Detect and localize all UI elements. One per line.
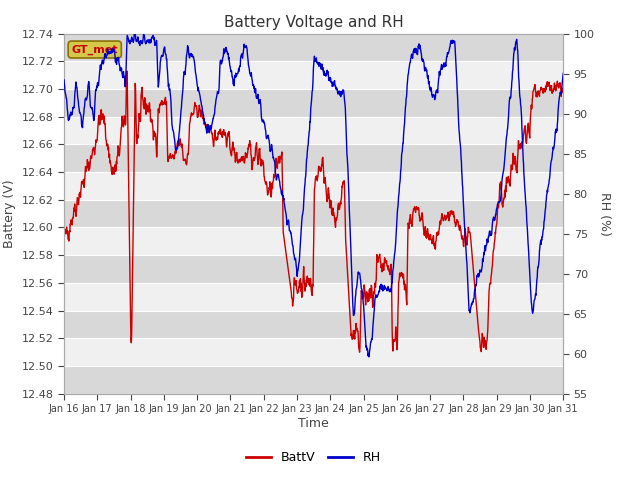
BattV xyxy=(505,176,513,181)
Y-axis label: RH (%): RH (%) xyxy=(598,192,611,236)
BattV xyxy=(124,68,131,74)
RH xyxy=(291,256,299,262)
BattV xyxy=(431,246,439,252)
RH xyxy=(301,188,308,194)
BattV xyxy=(138,95,146,100)
RH xyxy=(505,113,513,119)
Line: BattV: BattV xyxy=(64,71,563,352)
Text: GT_met: GT_met xyxy=(72,44,118,55)
RH xyxy=(131,31,138,36)
Bar xyxy=(64,172,563,200)
RH xyxy=(559,71,567,76)
Bar xyxy=(64,366,563,394)
Bar xyxy=(64,228,563,255)
RH xyxy=(365,354,372,360)
Bar xyxy=(64,144,563,172)
Y-axis label: Battery (V): Battery (V) xyxy=(3,180,16,248)
Bar xyxy=(64,283,563,311)
BattV xyxy=(554,78,561,84)
BattV xyxy=(356,349,364,355)
RH xyxy=(60,77,68,83)
BattV xyxy=(291,281,299,287)
BattV xyxy=(60,236,68,242)
Bar xyxy=(64,61,563,89)
Bar xyxy=(64,89,563,117)
Bar xyxy=(64,117,563,144)
RH xyxy=(431,95,439,100)
Bar xyxy=(64,200,563,228)
Bar xyxy=(64,311,563,338)
RH xyxy=(138,39,146,45)
BattV xyxy=(559,86,567,92)
Line: RH: RH xyxy=(64,34,563,357)
Legend: BattV, RH: BattV, RH xyxy=(241,446,386,469)
BattV xyxy=(301,279,308,285)
Title: Battery Voltage and RH: Battery Voltage and RH xyxy=(224,15,403,30)
X-axis label: Time: Time xyxy=(298,417,329,430)
RH xyxy=(554,121,561,127)
Bar xyxy=(64,338,563,366)
Bar xyxy=(64,34,563,61)
Bar xyxy=(64,255,563,283)
